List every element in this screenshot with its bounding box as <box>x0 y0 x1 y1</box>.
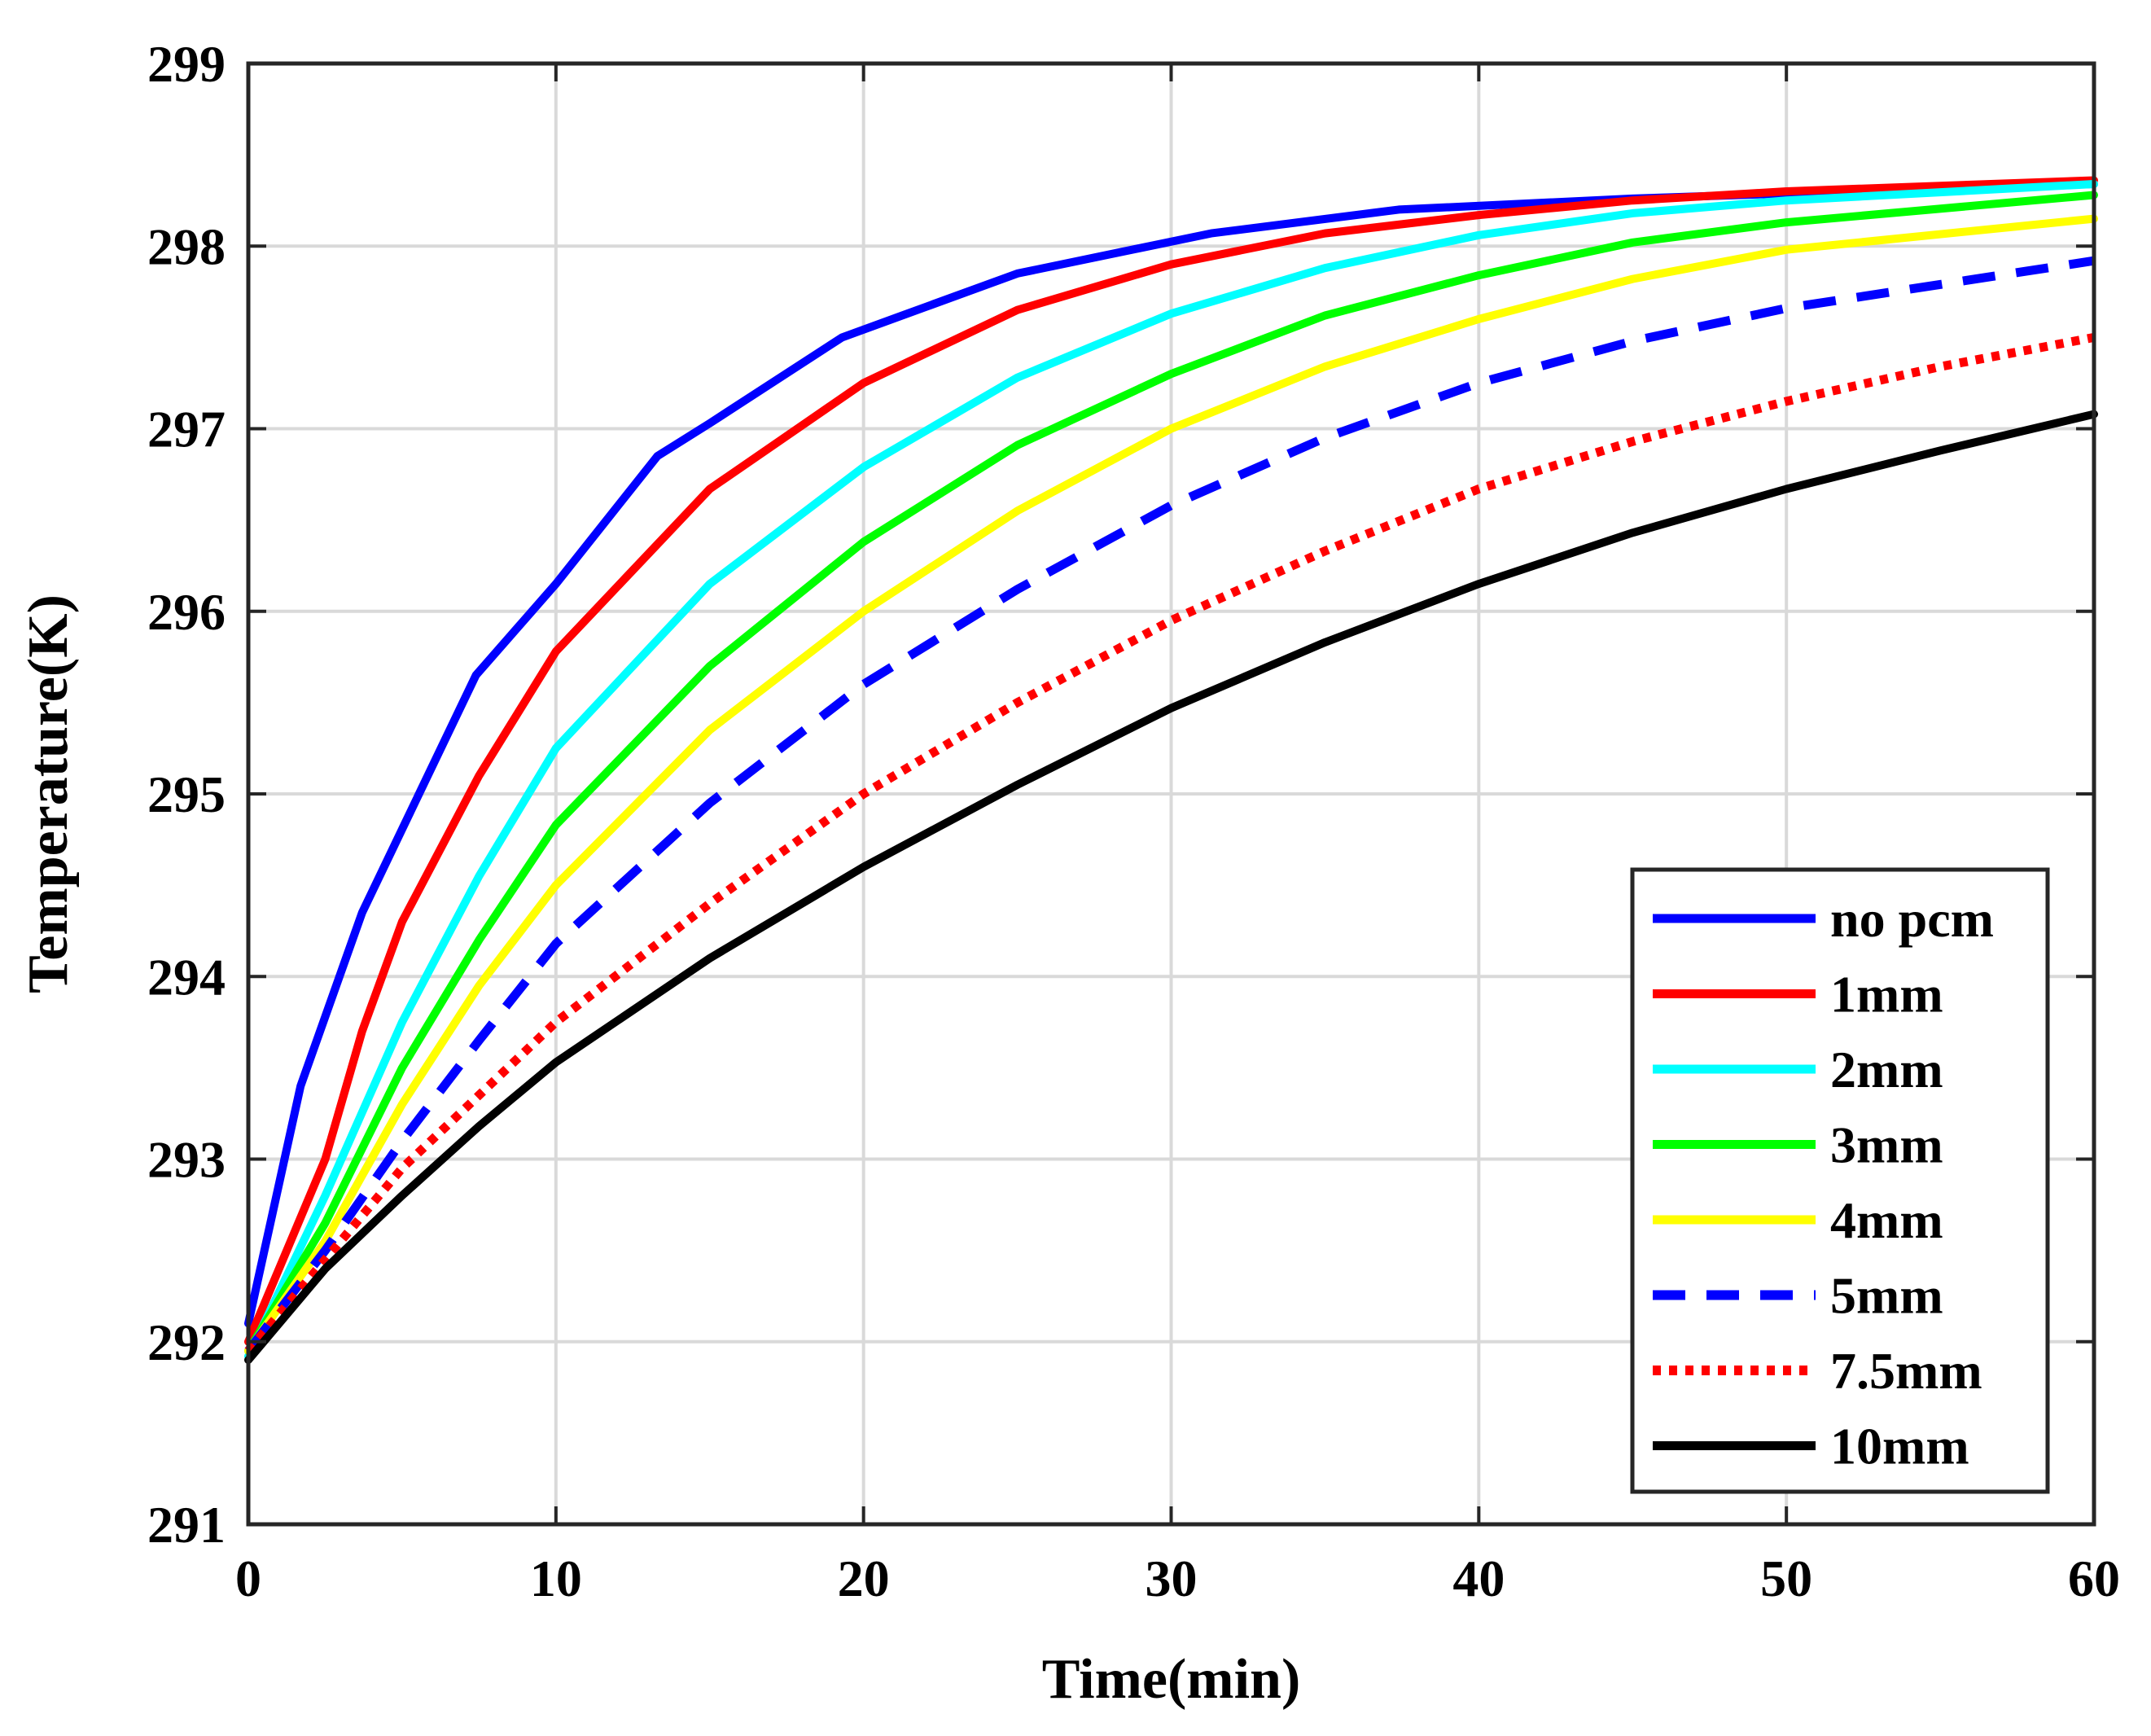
legend: no pcm 1mm 2mm 3mm 4mm 5mm 7.5mm 10mm <box>1630 867 2050 1494</box>
y-tick-label: 293 <box>147 1131 226 1189</box>
y-tick-label: 292 <box>147 1313 226 1371</box>
legend-label: 2mm <box>1830 1041 1943 1098</box>
series-line-1mm <box>244 176 2098 1346</box>
tick-layer: 0 10 20 30 40 50 60 291 292 293 294 295 296 297 298 299 <box>147 35 2120 1607</box>
legend-label: 10mm <box>1830 1418 1969 1475</box>
series-line-10mm <box>244 410 2098 1365</box>
y-tick-label: 298 <box>147 217 226 275</box>
legend-label: 5mm <box>1830 1267 1943 1325</box>
series-line-2mm <box>244 180 2098 1361</box>
series-line-3mm <box>244 191 2098 1355</box>
legend-label: no pcm <box>1830 890 1994 948</box>
legend-label: 7.5mm <box>1830 1342 1982 1400</box>
series-line-7-5mm <box>244 332 2096 1354</box>
legend-label: 1mm <box>1830 966 1943 1024</box>
series-layer <box>244 176 2098 1365</box>
x-tick-label: 60 <box>2068 1550 2120 1607</box>
series-line-4mm <box>244 214 2098 1355</box>
x-tick-label: 10 <box>530 1550 582 1607</box>
x-tick-label: 40 <box>1452 1550 1505 1607</box>
y-axis-label: Temperature(K) <box>17 594 80 993</box>
x-tick-label: 30 <box>1146 1550 1198 1607</box>
y-tick-label: 296 <box>147 583 226 641</box>
legend-label: 4mm <box>1830 1191 1943 1249</box>
x-axis-label: Time(min) <box>1042 1648 1301 1711</box>
x-tick-label: 0 <box>235 1550 261 1607</box>
x-tick-label: 20 <box>838 1550 890 1607</box>
y-tick-label: 294 <box>147 948 226 1006</box>
legend-label: 3mm <box>1830 1116 1943 1174</box>
y-tick-label: 297 <box>147 401 226 458</box>
x-tick-label: 50 <box>1760 1550 1812 1607</box>
series-line-5mm <box>244 256 2095 1354</box>
legend-box <box>1630 867 2050 1494</box>
y-tick-label: 295 <box>147 765 226 823</box>
y-tick-label: 299 <box>147 35 226 93</box>
y-tick-label: 291 <box>147 1496 226 1554</box>
